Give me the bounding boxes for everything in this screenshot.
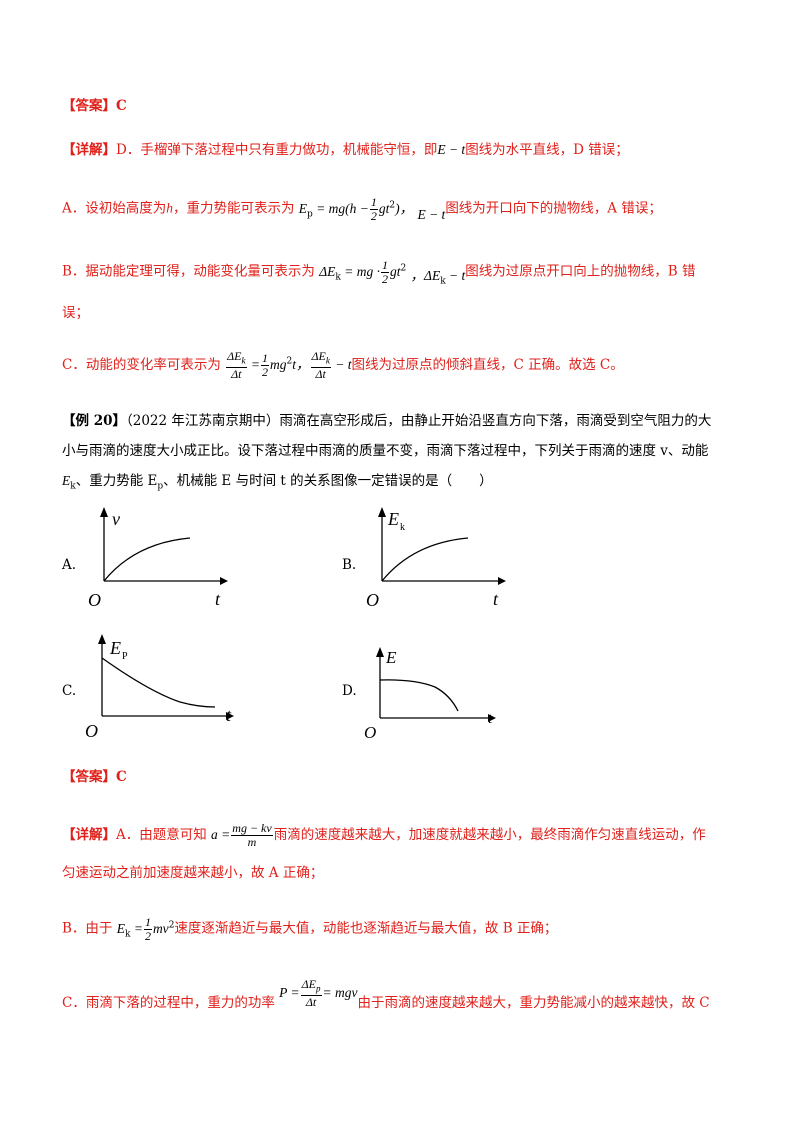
graph-a-ylabel: v — [112, 509, 120, 529]
example-line-2: 小与雨滴的速度大小成正比。设下落过程中雨滴的质量不变，雨滴下落过程中，下列关于雨… — [62, 441, 740, 461]
curve-b — [381, 537, 469, 582]
formula-e-t: E − t — [437, 142, 466, 157]
graph-c-ysub: P — [122, 651, 128, 662]
detail2-a-text-c: 匀速运动之前加速度越来越小，故 A 正确； — [62, 865, 324, 881]
detail2-b-text: B．由于 — [62, 920, 113, 937]
graph-b-origin: O — [366, 590, 379, 610]
var-h: h — [166, 200, 173, 216]
graph-b-ysub: k — [400, 522, 405, 533]
detail1-a-text: A．设初始高度为 — [62, 200, 167, 217]
detail1-b-text-c: 误； — [62, 305, 89, 321]
detail2-b-line: B．由于 Ek = 1 2 mv2速度逐渐趋近与最大值，动能也逐渐趋近与最大值，故 B… — [62, 915, 740, 944]
detail1-b-text: B．据动能定理可得，动能变化量可表示为 — [62, 263, 315, 280]
detail1-d-text-b: 图线为水平直线，D 错误； — [465, 142, 629, 158]
answer-line-2: 【答案】C — [62, 767, 740, 787]
graph-c-xlabel: t — [226, 705, 232, 725]
formula-ek: Ek = 1 2 mv2 — [116, 914, 175, 943]
detail2-a-text: A．由题意可知 — [116, 827, 207, 843]
example-line-1: 【例 20】（2022 年江苏南京期中）雨滴在高空形成后，由静止开始沿竖直方向下… — [62, 411, 740, 431]
option-b-label: B. — [342, 557, 357, 573]
detail2-c-text-b: 由于雨滴的速度越来越大，重力势能减小的越来越快，故 C — [357, 995, 710, 1012]
formula-accel: a = mg − kv m — [211, 821, 273, 849]
detail2-c-text: C．雨滴下落的过程中，重力的功率 — [62, 995, 275, 1012]
graph-d-xlabel: t — [488, 711, 493, 727]
graph-b-xlabel: t — [493, 589, 499, 609]
graph-b-ylabel: E — [387, 509, 399, 529]
formula-rate: ΔEk Δt = 1 2 mg2t， ΔEk Δt − t — [226, 349, 352, 382]
formula-e-t-2: E − t — [417, 206, 446, 222]
graph-a: v t O — [88, 507, 228, 610]
example-text-2: 小与雨滴的速度大小成正比。设下落过程中雨滴的质量不变，雨滴下落过程中，下列关于雨… — [62, 443, 709, 459]
graph-d-origin: O — [364, 723, 376, 742]
formula-power: P = ΔEp Δt = mgv — [279, 977, 358, 1010]
answer-line-1: 【答案】C — [62, 96, 740, 116]
detail2-a-text-b: 雨滴的速度越来越大，加速度就越来越小，最终雨滴作匀速直线运动，作 — [273, 827, 706, 843]
detail1-b-line: B．据动能定理可得，动能变化量可表示为 ΔEk = mg · 1 2 gt2 ，ΔEk… — [62, 258, 740, 287]
curve-d — [379, 679, 459, 712]
graph-d-ylabel: E — [385, 648, 397, 667]
detail2-a-line: 【详解】A．由题意可知 a = mg − kv m 雨滴的速度越来越大，加速度就越来越… — [62, 822, 740, 849]
answer-label: 【答案】 — [62, 98, 116, 114]
detail2-a-line2: 匀速运动之前加速度越来越小，故 A 正确； — [62, 863, 740, 883]
detail1-a-line: A．设初始高度为h，重力势能可表示为 Ep = mg(h −1 2 gt2)， E … — [62, 195, 740, 224]
formula-dek-t: ，ΔEk − t — [410, 267, 466, 287]
graph-c-ylabel: E — [109, 638, 121, 658]
graph-c-origin: O — [85, 721, 98, 741]
example-line-3: Ek、重力势能 Ep、机械能 E 与时间 t 的关系图像一定错误的是（ ） — [62, 473, 493, 492]
detail2-label: 【详解】 — [62, 827, 116, 843]
graph-c: E P t O — [85, 634, 234, 741]
detail1-c-text-b: 图线为过原点的倾斜直线，C 正确。故选 C。 — [351, 357, 624, 374]
example-text-1: （2022 年江苏南京期中）雨滴在高空形成后，由静止开始沿竖直方向下落，雨滴受到… — [126, 413, 712, 429]
formula-dek: ΔEk = mg · 1 2 gt2 — [319, 257, 407, 286]
option-a-label: A. — [62, 557, 77, 573]
detail1-d-line: 【详解】D．手榴弹下落过程中只有重力做功，机械能守恒，即E − t图线为水平直线… — [62, 140, 740, 160]
curve-c — [101, 657, 216, 708]
detail2-c-line: C．雨滴下落的过程中，重力的功率 P = ΔEp Δt = mgv由于雨滴的速度越来越… — [62, 977, 740, 1019]
answer2-value: C — [116, 769, 127, 785]
formula-ep: Ep = mg(h −1 2 gt2)， — [298, 194, 414, 223]
detail1-c-text: C．动能的变化率可表示为 — [62, 357, 221, 374]
option-c-label: C. — [62, 683, 77, 699]
answer-value: C — [116, 98, 127, 114]
option-d-label: D. — [342, 683, 357, 699]
curve-a — [103, 537, 191, 582]
graph-a-origin: O — [88, 590, 101, 610]
detail-label: 【详解】 — [62, 142, 116, 158]
detail1-b-text-b: 图线为过原点开口向上的抛物线，B 错 — [465, 263, 696, 280]
detail1-b-line2: 误； — [62, 303, 740, 323]
answer2-label: 【答案】 — [62, 769, 116, 785]
detail2-b-text-b: 速度逐渐趋近与最大值，动能也逐渐趋近与最大值，故 B 正确； — [174, 920, 558, 937]
detail1-a-text-c: 图线为开口向下的抛物线，A 错误； — [445, 200, 662, 217]
graph-a-xlabel: t — [215, 589, 221, 609]
graph-d: E t O — [364, 647, 496, 742]
detail1-c-line: C．动能的变化率可表示为 ΔEk Δt = 1 2 mg2t， ΔEk Δt − t图线为过… — [62, 350, 740, 381]
detail1-d-text: D．手榴弹下落过程中只有重力做功，机械能守恒，即 — [116, 142, 438, 158]
example-label: 【例 20】 — [62, 413, 126, 429]
graph-b: E k t O — [366, 507, 506, 610]
detail1-a-text-b: ，重力势能可表示为 — [173, 200, 295, 217]
